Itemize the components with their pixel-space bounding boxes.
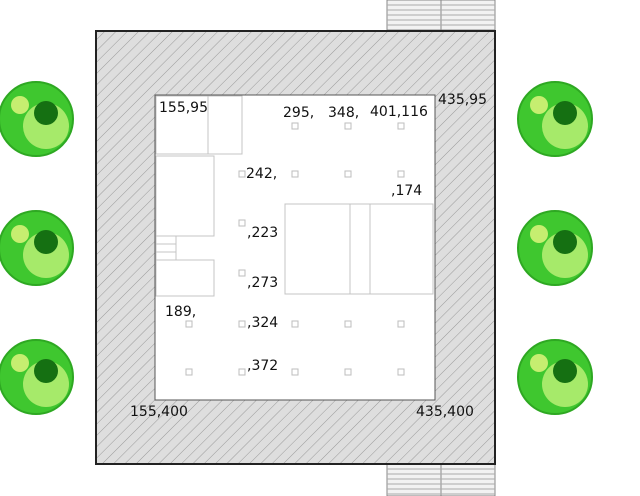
- label-corner-bottom-right: 435,400: [416, 404, 474, 420]
- tree-left-top: [0, 81, 74, 157]
- grid-marker: [344, 368, 352, 376]
- tree-right-middle: [517, 210, 593, 286]
- tree-circle: [530, 96, 548, 114]
- tree-right-bottom: [517, 339, 593, 415]
- beds: [284, 203, 434, 295]
- grid-marker: [291, 368, 299, 376]
- grid-markers: [185, 122, 405, 376]
- tree-circle: [553, 359, 577, 383]
- tree-circle: [553, 101, 577, 125]
- grid-marker: [238, 219, 246, 227]
- trees: [0, 81, 593, 415]
- tree-circle: [34, 230, 58, 254]
- grid-marker: [238, 320, 246, 328]
- label-corner-top-right: 435,95: [438, 92, 487, 108]
- tree-circle: [530, 225, 548, 243]
- label-top-401: 401,116: [370, 104, 428, 120]
- top-stairs: [386, 0, 496, 31]
- label-corner-top-left: 155,95: [159, 100, 208, 116]
- label-top-295: 295,: [283, 105, 314, 121]
- tree-circle: [530, 354, 548, 372]
- label-right-174: ,174: [391, 183, 422, 199]
- tree-right-top: [517, 81, 593, 157]
- tree-circle: [11, 225, 29, 243]
- grid-marker: [185, 368, 193, 376]
- grid-marker: [291, 122, 299, 130]
- tree-circle: [11, 354, 29, 372]
- grid-marker: [185, 320, 193, 328]
- grid-marker: [238, 269, 246, 277]
- grid-marker: [397, 122, 405, 130]
- tree-circle: [34, 359, 58, 383]
- grid-marker: [344, 170, 352, 178]
- grid-marker: [291, 320, 299, 328]
- grid-marker: [397, 320, 405, 328]
- kitchen-cabinets: [155, 95, 243, 297]
- tree-left-middle: [0, 210, 74, 286]
- label-left-223: ,223: [247, 225, 278, 241]
- label-left-372: ,372: [247, 358, 278, 374]
- bottom-stairs: [386, 463, 496, 496]
- label-top-348: 348,: [328, 105, 359, 121]
- tree-circle: [553, 230, 577, 254]
- label-left-324: ,324: [247, 315, 278, 331]
- grid-marker: [238, 368, 246, 376]
- label-left-189: 189,: [165, 304, 196, 320]
- grid-marker: [238, 170, 246, 178]
- label-left-242: 242,: [246, 166, 277, 182]
- grid-marker: [397, 170, 405, 178]
- tree-circle: [34, 101, 58, 125]
- label-left-273: ,273: [247, 275, 278, 291]
- label-corner-bottom-left: 155,400: [130, 404, 188, 420]
- grid-marker: [397, 368, 405, 376]
- tree-left-bottom: [0, 339, 74, 415]
- grid-marker: [344, 122, 352, 130]
- grid-marker: [291, 170, 299, 178]
- tree-circle: [11, 96, 29, 114]
- grid-marker: [344, 320, 352, 328]
